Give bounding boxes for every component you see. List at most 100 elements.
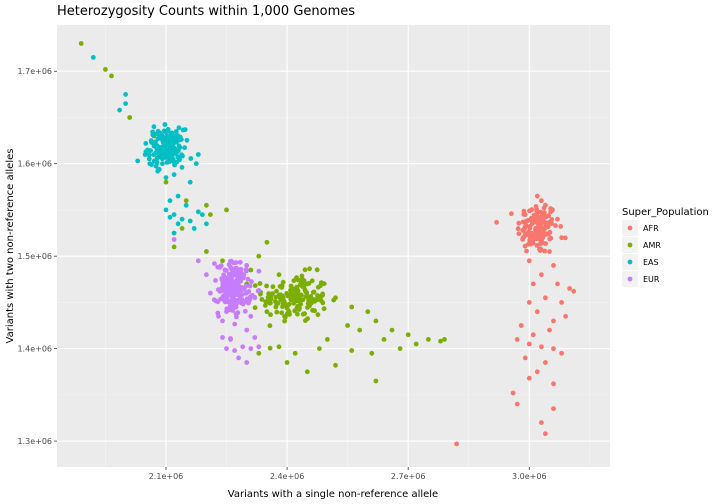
data-point-amr xyxy=(279,310,285,316)
data-point-afr xyxy=(562,235,568,241)
data-point-eas xyxy=(135,158,141,164)
chart-title: Heterozygosity Counts within 1,000 Genom… xyxy=(57,4,355,19)
data-point-eas xyxy=(204,221,209,227)
data-point-eur xyxy=(222,299,228,305)
data-point-amr xyxy=(317,346,322,351)
data-point-afr xyxy=(534,236,540,242)
data-point-eas xyxy=(165,159,171,165)
data-point-amr xyxy=(179,226,185,231)
data-point-eas xyxy=(171,230,177,236)
data-point-amr xyxy=(183,198,189,204)
data-point-eur xyxy=(236,272,242,278)
data-point-amr xyxy=(284,360,290,365)
data-point-afr xyxy=(534,309,540,315)
data-point-eur xyxy=(234,277,240,283)
data-point-eur xyxy=(226,277,232,283)
data-point-amr xyxy=(292,289,298,295)
data-point-eas xyxy=(179,165,185,170)
data-point-eas xyxy=(162,122,168,127)
data-point-amr xyxy=(264,283,269,289)
data-point-afr xyxy=(555,281,560,287)
data-point-eur xyxy=(232,348,238,353)
data-point-eur xyxy=(245,276,251,282)
data-point-eas xyxy=(156,154,161,160)
data-point-eas xyxy=(171,172,177,178)
data-point-afr xyxy=(526,341,532,347)
data-point-amr xyxy=(314,267,320,273)
data-point-amr xyxy=(274,288,279,294)
data-point-amr xyxy=(310,307,315,313)
data-point-afr xyxy=(559,350,564,356)
data-point-eas xyxy=(159,147,165,152)
data-point-amr xyxy=(318,283,323,289)
data-point-amr xyxy=(288,297,294,303)
data-point-eur xyxy=(226,292,232,298)
data-point-afr xyxy=(551,406,556,412)
data-point-eas xyxy=(193,161,199,167)
data-point-eas xyxy=(143,141,149,146)
data-point-eur xyxy=(234,314,239,320)
data-point-eur xyxy=(236,355,242,361)
data-point-amr xyxy=(405,332,411,338)
data-point-afr xyxy=(514,337,520,342)
data-point-eas xyxy=(175,221,181,227)
data-point-eas xyxy=(157,130,163,136)
data-point-eur xyxy=(231,287,236,293)
data-point-eur xyxy=(231,293,237,299)
data-point-amr xyxy=(299,273,305,279)
data-point-afr xyxy=(530,332,536,338)
data-point-eur xyxy=(252,295,258,301)
data-point-eas xyxy=(175,193,181,199)
data-point-amr xyxy=(109,73,114,79)
data-point-eur xyxy=(239,297,245,302)
data-point-afr xyxy=(524,248,529,254)
data-point-eur xyxy=(242,308,248,314)
plot-panel xyxy=(57,25,610,467)
data-point-eur xyxy=(224,346,229,351)
data-point-afr xyxy=(549,208,555,214)
data-point-eas xyxy=(195,152,201,157)
data-point-afr xyxy=(543,295,548,301)
data-point-eur xyxy=(233,260,239,265)
data-point-afr xyxy=(527,224,533,229)
data-point-eur xyxy=(228,337,234,342)
data-point-afr xyxy=(551,318,556,324)
data-point-amr xyxy=(413,341,419,347)
data-point-amr xyxy=(315,312,321,318)
data-point-amr xyxy=(264,309,270,315)
data-point-eur xyxy=(228,264,234,270)
data-point-eur xyxy=(238,266,244,272)
data-point-amr xyxy=(252,283,258,288)
data-point-eur xyxy=(208,290,213,296)
data-point-amr xyxy=(256,350,262,356)
data-point-afr xyxy=(547,229,553,235)
data-point-amr xyxy=(426,337,431,342)
data-point-eur xyxy=(230,283,236,289)
data-point-eur xyxy=(240,292,245,297)
data-point-eas xyxy=(171,159,177,164)
data-point-afr xyxy=(532,231,537,236)
data-point-amr xyxy=(248,267,254,273)
data-point-afr xyxy=(523,231,528,237)
data-point-amr xyxy=(281,302,287,308)
data-point-eas xyxy=(155,168,161,174)
data-point-eur xyxy=(223,287,229,293)
legend: Super_Population AFR AMR EAS EUR xyxy=(622,207,709,287)
data-point-amr xyxy=(204,249,209,254)
data-point-amr xyxy=(273,304,279,310)
data-point-eur xyxy=(171,237,177,242)
data-point-amr xyxy=(306,297,311,303)
data-point-amr xyxy=(103,67,108,72)
data-point-eas xyxy=(165,128,171,134)
data-point-afr xyxy=(534,243,540,248)
data-point-amr xyxy=(208,212,213,218)
data-point-eas xyxy=(169,147,175,153)
data-point-amr xyxy=(273,294,279,300)
data-point-afr xyxy=(539,344,544,350)
data-point-afr xyxy=(510,390,516,396)
data-point-afr xyxy=(514,401,520,407)
data-point-amr xyxy=(381,337,387,342)
data-point-amr xyxy=(357,327,363,333)
data-point-amr xyxy=(311,297,317,302)
data-point-amr xyxy=(300,297,306,303)
